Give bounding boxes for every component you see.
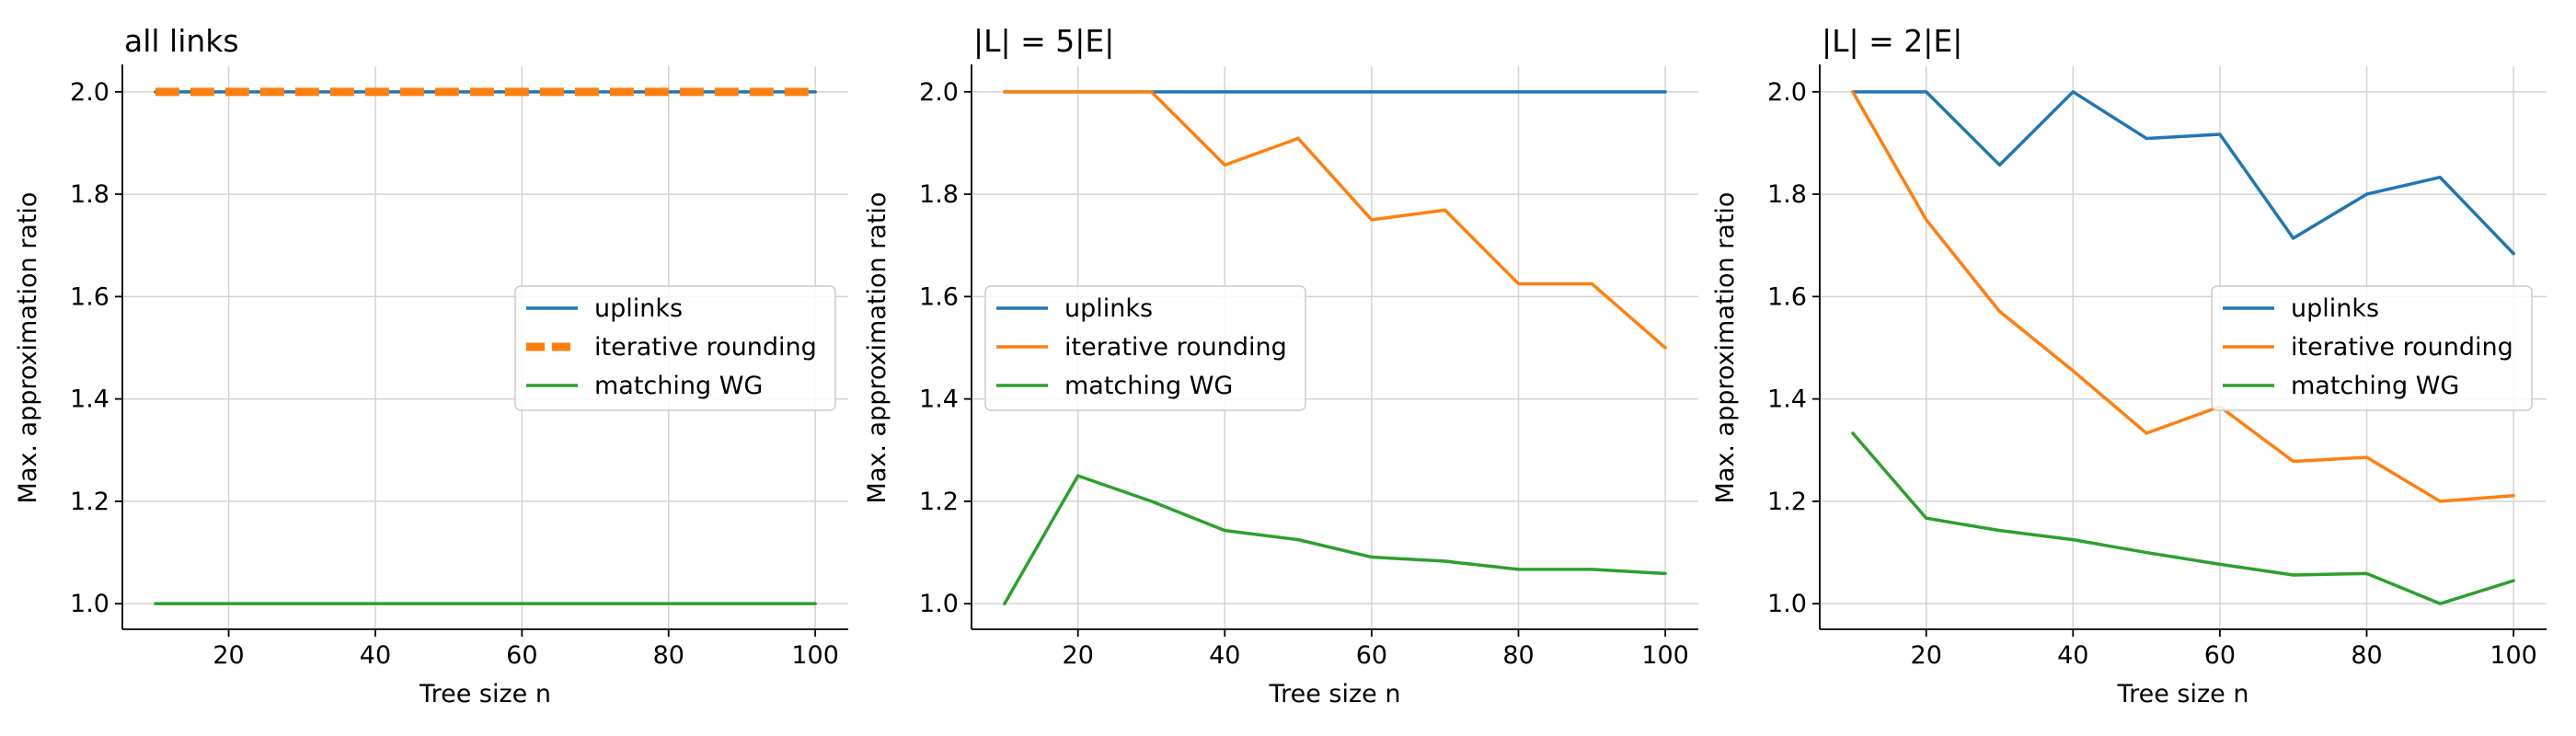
chart-title: |L| = 5|E| bbox=[973, 23, 1114, 59]
legend-label: matching WG bbox=[2291, 372, 2459, 400]
y-tick-label: 1.8 bbox=[1767, 180, 1807, 209]
series-line-matching-wg bbox=[1003, 474, 1667, 605]
x-tick-label: 100 bbox=[1641, 641, 1689, 670]
legend: uplinks iterative rounding matching WG bbox=[2211, 285, 2533, 411]
y-tick-label: 1.8 bbox=[70, 180, 109, 209]
legend: uplinks iterative rounding matching WG bbox=[984, 285, 1306, 411]
x-tick-label: 20 bbox=[1063, 641, 1094, 670]
legend-label: uplinks bbox=[1064, 294, 1153, 323]
y-tick-label: 1.0 bbox=[1767, 590, 1807, 618]
legend-label: uplinks bbox=[594, 294, 683, 323]
x-tick-label: 40 bbox=[2057, 641, 2088, 670]
x-tick-label: 100 bbox=[2490, 641, 2537, 670]
y-tick-label: 1.6 bbox=[919, 282, 959, 311]
y-tick-label: 1.8 bbox=[919, 180, 959, 209]
legend-label: matching WG bbox=[594, 372, 763, 400]
y-tick-label: 1.0 bbox=[919, 590, 959, 618]
series-lines bbox=[154, 87, 817, 605]
chart-title: all links bbox=[124, 23, 239, 59]
y-tick-label: 1.4 bbox=[70, 385, 109, 414]
legend-entry-uplinks: uplinks bbox=[2223, 294, 2379, 323]
chart-panel-2: 20 40 60 80 100 1.0 1.2 1.4 1.6 1.8 2.0 Tree size n… bbox=[863, 23, 1698, 708]
y-axis-label: Max. approximation ratio bbox=[1711, 192, 1740, 504]
legend-entry-iterative-rounding: iterative rounding bbox=[2223, 333, 2513, 362]
y-tick-label: 1.4 bbox=[1767, 385, 1807, 414]
legend-label: iterative rounding bbox=[594, 333, 817, 362]
legend-label: iterative rounding bbox=[1064, 333, 1287, 362]
legend-entry-matching-wg: matching WG bbox=[2223, 372, 2459, 400]
x-tick-label: 40 bbox=[360, 641, 391, 670]
x-tick-label: 60 bbox=[506, 641, 537, 670]
x-tick-label: 60 bbox=[1356, 641, 1387, 670]
y-tick-label: 1.0 bbox=[70, 590, 109, 618]
chart-title: |L| = 2|E| bbox=[1822, 23, 1962, 59]
series-line-uplinks bbox=[1851, 90, 2515, 256]
y-tick-label: 2.0 bbox=[70, 78, 109, 107]
legend-entry-matching-wg: matching WG bbox=[526, 372, 763, 400]
y-tick-label: 1.2 bbox=[70, 488, 109, 516]
y-tick-label: 1.4 bbox=[919, 385, 959, 414]
x-tick-label: 80 bbox=[1502, 641, 1534, 670]
gridlines bbox=[1820, 66, 2547, 629]
legend-box bbox=[2211, 285, 2533, 411]
x-axis-label: Tree size n bbox=[419, 680, 551, 708]
series-line-matching-wg bbox=[1851, 431, 2515, 605]
y-axis-label: Max. approximation ratio bbox=[14, 192, 42, 504]
x-tick-label: 40 bbox=[1209, 641, 1240, 670]
x-tick-label: 80 bbox=[653, 641, 684, 670]
chart-panel-3: 20 40 60 80 100 1.0 1.2 1.4 1.6 1.8 2.0 Tree size n… bbox=[1711, 23, 2547, 708]
y-tick-label: 1.2 bbox=[919, 488, 959, 516]
legend: uplinks iterative rounding matching WG bbox=[514, 285, 836, 411]
series-lines bbox=[1003, 90, 1667, 605]
x-tick-label: 100 bbox=[791, 641, 839, 670]
series-line-iterative-rounding bbox=[1851, 90, 2515, 503]
y-tick-label: 1.6 bbox=[70, 282, 109, 311]
y-axis-label: Max. approximation ratio bbox=[863, 192, 891, 504]
legend-box bbox=[984, 285, 1306, 411]
y-tick-label: 1.6 bbox=[1767, 282, 1807, 311]
series-lines bbox=[1851, 90, 2515, 605]
y-tick-label: 2.0 bbox=[919, 78, 959, 107]
x-tick-label: 60 bbox=[2204, 641, 2236, 670]
x-tick-label: 20 bbox=[213, 641, 244, 670]
y-tick-label: 1.2 bbox=[1767, 488, 1807, 516]
legend-entry-matching-wg: matching WG bbox=[996, 372, 1233, 400]
legend-label: matching WG bbox=[1064, 372, 1233, 400]
y-tick-label: 2.0 bbox=[1767, 78, 1807, 107]
chart-panel-1: 20 40 60 80 100 1.0 1.2 1.4 1.6 1.8 2.0 Tree size n… bbox=[14, 23, 848, 708]
x-tick-label: 80 bbox=[2351, 641, 2382, 670]
x-tick-label: 20 bbox=[1911, 641, 1942, 670]
legend-box bbox=[514, 285, 836, 411]
series-line-iterative-rounding bbox=[1003, 90, 1667, 350]
legend-label: uplinks bbox=[2291, 294, 2379, 323]
legend-entry-uplinks: uplinks bbox=[996, 294, 1153, 323]
x-axis-label: Tree size n bbox=[1269, 680, 1401, 708]
x-axis-label: Tree size n bbox=[2117, 680, 2249, 708]
legend-entry-uplinks: uplinks bbox=[526, 294, 683, 323]
legend-entry-iterative-rounding: iterative rounding bbox=[996, 333, 1287, 362]
legend-entry-iterative-rounding: iterative rounding bbox=[526, 333, 817, 362]
legend-label: iterative rounding bbox=[2291, 333, 2513, 362]
